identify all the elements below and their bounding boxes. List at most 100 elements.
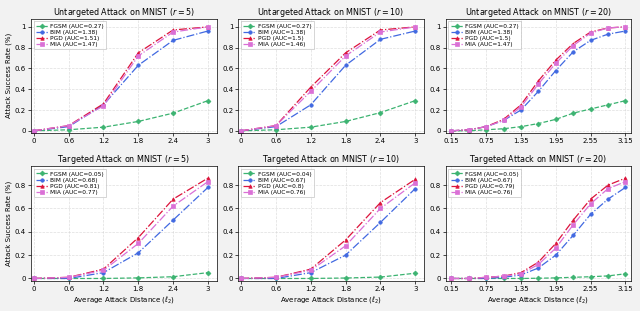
PGD (AUC=0.81) xyxy=(100,267,108,271)
PGD (AUC=0.8) xyxy=(412,178,419,181)
BIM (AUC=1.38) xyxy=(65,125,72,128)
FGSM (AUC=0.27) xyxy=(30,129,38,133)
BIM (AUC=1.38) xyxy=(570,50,577,54)
PGD (AUC=1.5) xyxy=(604,26,612,30)
FGSM (AUC=0.04) xyxy=(237,276,245,280)
Line: BIM (AUC=1.38): BIM (AUC=1.38) xyxy=(32,29,210,132)
FGSM (AUC=0.27) xyxy=(272,128,280,132)
BIM (AUC=0.67) xyxy=(517,273,525,277)
Line: PGD (AUC=0.8): PGD (AUC=0.8) xyxy=(239,178,417,280)
MIA (AUC=1.47) xyxy=(204,25,212,29)
BIM (AUC=0.67) xyxy=(272,276,280,280)
PGD (AUC=1.5) xyxy=(500,118,508,121)
FGSM (AUC=0.27) xyxy=(465,129,472,133)
Line: BIM (AUC=0.67): BIM (AUC=0.67) xyxy=(239,187,417,280)
BIM (AUC=0.67) xyxy=(237,276,245,280)
FGSM (AUC=0.27) xyxy=(447,129,455,133)
MIA (AUC=0.76) xyxy=(552,246,559,250)
FGSM (AUC=0.27) xyxy=(376,111,384,114)
MIA (AUC=1.46) xyxy=(376,30,384,34)
MIA (AUC=0.76) xyxy=(587,202,595,206)
BIM (AUC=0.67) xyxy=(465,276,472,280)
FGSM (AUC=0.27) xyxy=(412,99,419,103)
BIM (AUC=0.68) xyxy=(30,276,38,280)
FGSM (AUC=0.05) xyxy=(169,275,177,279)
BIM (AUC=1.38) xyxy=(272,125,280,128)
BIM (AUC=1.38) xyxy=(376,38,384,41)
FGSM (AUC=0.05) xyxy=(587,275,595,279)
MIA (AUC=1.46) xyxy=(342,54,349,58)
BIM (AUC=0.67) xyxy=(412,187,419,191)
PGD (AUC=0.79) xyxy=(447,276,455,280)
BIM (AUC=0.68) xyxy=(134,251,142,255)
PGD (AUC=1.5) xyxy=(237,129,245,133)
FGSM (AUC=0.05) xyxy=(134,276,142,280)
Line: PGD (AUC=1.5): PGD (AUC=1.5) xyxy=(239,25,417,132)
PGD (AUC=0.79) xyxy=(621,176,629,180)
BIM (AUC=0.67) xyxy=(376,220,384,224)
BIM (AUC=1.38) xyxy=(169,39,177,42)
PGD (AUC=1.5) xyxy=(587,30,595,34)
Line: MIA (AUC=0.77): MIA (AUC=0.77) xyxy=(32,180,210,280)
FGSM (AUC=0.05) xyxy=(570,276,577,279)
MIA (AUC=1.47) xyxy=(604,26,612,30)
MIA (AUC=1.47) xyxy=(517,105,525,109)
Line: MIA (AUC=0.76): MIA (AUC=0.76) xyxy=(239,181,417,280)
PGD (AUC=0.81) xyxy=(169,197,177,201)
Line: MIA (AUC=1.47): MIA (AUC=1.47) xyxy=(450,25,627,132)
FGSM (AUC=0.04) xyxy=(376,275,384,279)
FGSM (AUC=0.27) xyxy=(570,111,577,115)
BIM (AUC=0.67) xyxy=(500,276,508,279)
MIA (AUC=0.77) xyxy=(100,268,108,272)
FGSM (AUC=0.27) xyxy=(237,129,245,133)
BIM (AUC=0.67) xyxy=(342,253,349,257)
BIM (AUC=1.38) xyxy=(134,63,142,67)
BIM (AUC=0.67) xyxy=(570,234,577,237)
PGD (AUC=0.8) xyxy=(237,276,245,280)
Line: PGD (AUC=0.79): PGD (AUC=0.79) xyxy=(450,176,627,280)
PGD (AUC=1.5) xyxy=(552,58,559,62)
PGD (AUC=1.5) xyxy=(412,25,419,29)
PGD (AUC=1.51) xyxy=(65,124,72,128)
MIA (AUC=1.46) xyxy=(272,124,280,128)
Legend: FGSM (AUC=0.04), BIM (AUC=0.67), PGD (AUC=0.8), MIA (AUC=0.76): FGSM (AUC=0.04), BIM (AUC=0.67), PGD (AU… xyxy=(241,169,314,197)
BIM (AUC=1.38) xyxy=(412,29,419,33)
FGSM (AUC=0.05) xyxy=(465,276,472,280)
Line: MIA (AUC=1.46): MIA (AUC=1.46) xyxy=(239,25,417,132)
BIM (AUC=1.38) xyxy=(483,125,490,128)
BIM (AUC=1.38) xyxy=(465,128,472,132)
MIA (AUC=1.46) xyxy=(237,129,245,133)
PGD (AUC=1.51) xyxy=(204,25,212,29)
Line: BIM (AUC=0.68): BIM (AUC=0.68) xyxy=(32,186,210,280)
PGD (AUC=1.5) xyxy=(621,25,629,29)
PGD (AUC=0.79) xyxy=(500,274,508,278)
PGD (AUC=1.5) xyxy=(570,42,577,45)
FGSM (AUC=0.27) xyxy=(100,125,108,129)
MIA (AUC=1.47) xyxy=(447,129,455,133)
PGD (AUC=0.8) xyxy=(376,201,384,205)
FGSM (AUC=0.05) xyxy=(604,274,612,278)
BIM (AUC=1.38) xyxy=(30,129,38,133)
Legend: FGSM (AUC=0.27), BIM (AUC=1.38), PGD (AUC=1.51), MIA (AUC=1.47): FGSM (AUC=0.27), BIM (AUC=1.38), PGD (AU… xyxy=(34,21,106,49)
BIM (AUC=1.38) xyxy=(237,129,245,133)
FGSM (AUC=0.04) xyxy=(342,276,349,280)
PGD (AUC=1.5) xyxy=(376,28,384,32)
PGD (AUC=0.79) xyxy=(604,183,612,187)
MIA (AUC=1.47) xyxy=(570,44,577,48)
BIM (AUC=0.68) xyxy=(169,218,177,222)
X-axis label: Average Attack Distance ($\ell_2$): Average Attack Distance ($\ell_2$) xyxy=(488,295,589,305)
MIA (AUC=1.47) xyxy=(587,31,595,35)
BIM (AUC=1.38) xyxy=(552,69,559,72)
Line: PGD (AUC=1.51): PGD (AUC=1.51) xyxy=(32,25,210,132)
PGD (AUC=1.5) xyxy=(447,129,455,133)
FGSM (AUC=0.05) xyxy=(517,276,525,280)
FGSM (AUC=0.05) xyxy=(500,276,508,280)
MIA (AUC=1.47) xyxy=(169,30,177,34)
FGSM (AUC=0.27) xyxy=(134,120,142,123)
BIM (AUC=0.67) xyxy=(447,276,455,280)
Title: Targeted Attack on MNIST ($r = 20$): Targeted Attack on MNIST ($r = 20$) xyxy=(469,153,607,166)
Line: FGSM (AUC=0.05): FGSM (AUC=0.05) xyxy=(32,271,210,280)
MIA (AUC=0.76) xyxy=(500,274,508,278)
PGD (AUC=0.79) xyxy=(587,197,595,201)
FGSM (AUC=0.04) xyxy=(307,276,315,280)
